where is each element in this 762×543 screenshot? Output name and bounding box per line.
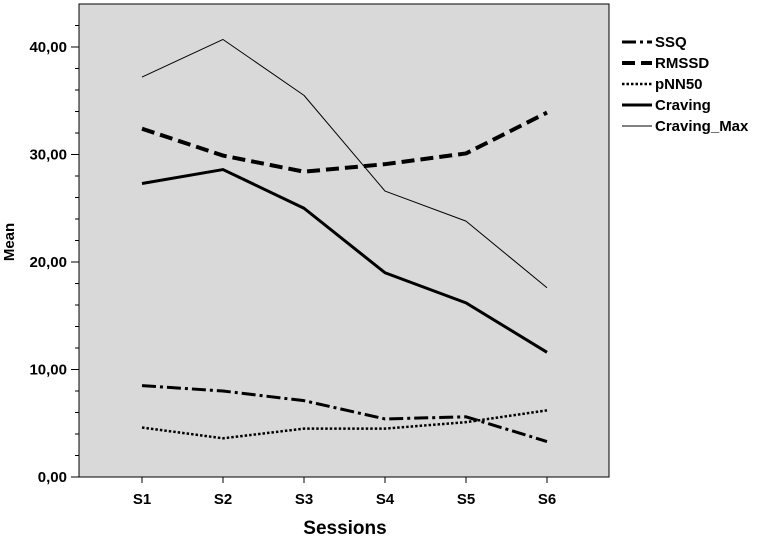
series-line-rmssd <box>141 110 548 174</box>
y-tick-label: 10,00 <box>29 362 67 379</box>
legend-label: Craving <box>655 97 711 114</box>
x-tick-label: S5 <box>457 491 475 508</box>
series-line-pnn50 <box>141 409 548 440</box>
series-line-craving <box>141 168 548 354</box>
x-axis: S1 S2 S3 S4 S5 S6 <box>133 477 556 508</box>
y-axis: 0,00 10,00 20,00 30,00 40,00 <box>29 25 79 486</box>
x-tick-label: S3 <box>295 491 313 508</box>
series-layer <box>141 38 548 443</box>
legend-label: RMSSD <box>655 55 709 72</box>
legend-label: Craving_Max <box>655 118 749 135</box>
x-tick-label: S6 <box>538 491 556 508</box>
legend-label: pNN50 <box>655 76 703 93</box>
x-axis-title: Sessions <box>303 518 386 538</box>
y-tick-label: 20,00 <box>29 254 67 271</box>
legend: SSQ RMSSD pNN50 Craving Craving_Max <box>622 34 749 135</box>
y-axis-title: Mean <box>1 223 18 261</box>
series-line-craving-max <box>141 38 548 289</box>
x-tick-label: S4 <box>376 491 395 508</box>
legend-label: SSQ <box>655 34 687 51</box>
y-tick-label: 40,00 <box>29 39 67 56</box>
x-tick-label: S1 <box>133 491 151 508</box>
x-tick-label: S2 <box>214 491 232 508</box>
y-tick-label: 30,00 <box>29 147 67 164</box>
series-line-ssq <box>141 384 548 443</box>
y-tick-label: 0,00 <box>38 469 67 486</box>
